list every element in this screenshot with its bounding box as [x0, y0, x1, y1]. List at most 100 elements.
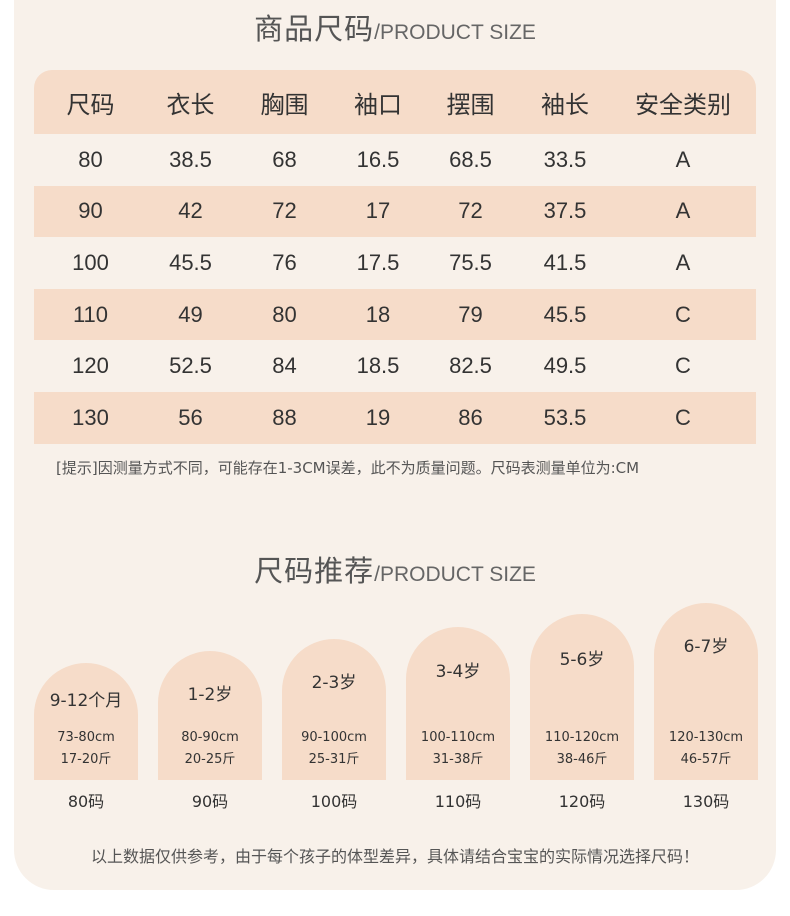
size-recommendation-card: 5-6岁 110-120cm 38-46斤 [530, 614, 634, 780]
height-range: 100-110cm [420, 730, 496, 745]
table-row: 120 52.5 84 18.5 82.5 49.5 C [34, 340, 756, 392]
table-cell: 49.5 [543, 353, 587, 379]
column-header: 摆围 [446, 90, 495, 119]
age-range: 6-7岁 [683, 637, 729, 657]
table-cell: A [675, 146, 691, 172]
column-header: 袖长 [541, 90, 589, 119]
size-recommendation-card: 3-4岁 100-110cm 31-38斤 [406, 627, 510, 780]
size-label: 90码 [191, 792, 229, 811]
table-row: 80 38.5 68 16.5 68.5 33.5 A [34, 134, 756, 186]
table-cell: 84 [272, 353, 297, 379]
table-cell: 41.5 [543, 249, 587, 275]
table-cell: 80 [78, 146, 103, 172]
table-cell: 18.5 [356, 353, 400, 379]
size-table-title: 商品尺码/PRODUCT SIZE [0, 6, 790, 48]
table-cell: 37.5 [543, 198, 587, 224]
table-cell: 53.5 [543, 404, 587, 430]
table-cell: 76 [272, 249, 297, 275]
measurement-note: [提示]因测量方式不同，可能存在1-3CM误差，此不为质量问题。尺码表测量单位为… [56, 459, 640, 477]
column-header: 胸围 [260, 90, 309, 119]
weight-range: 25-31斤 [308, 752, 360, 767]
table-cell: 90 [78, 198, 103, 224]
table-cell: 56 [178, 404, 203, 430]
size-recommendation-card: 1-2岁 80-90cm 20-25斤 [158, 651, 262, 780]
table-cell: 72 [458, 198, 483, 224]
table-cell: 68 [272, 146, 297, 172]
page-card [14, 0, 776, 890]
age-range: 1-2岁 [187, 685, 233, 705]
column-header: 袖口 [354, 90, 402, 119]
table-cell: C [675, 404, 691, 430]
height-range: 120-130cm [668, 730, 744, 745]
table-cell: 42 [178, 198, 203, 224]
table-cell: 88 [272, 404, 297, 430]
table-cell: 38.5 [169, 146, 212, 172]
weight-range: 31-38斤 [432, 752, 484, 767]
table-cell: 45.5 [169, 249, 212, 275]
column-header: 安全类别 [635, 90, 731, 119]
table-cell: 75.5 [449, 249, 492, 275]
age-range: 9-12个月 [49, 691, 123, 711]
size-label: 110码 [434, 792, 482, 811]
size-recommendation-card: 9-12个月 73-80cm 17-20斤 [34, 663, 138, 780]
recommend-title-cn: 尺码推荐 [254, 554, 375, 588]
table-cell: 82.5 [449, 353, 492, 379]
size-table-body: 80 38.5 68 16.5 68.5 33.5 A 90 42 72 17 72 37.5 A 100 4… [34, 134, 756, 444]
height-range: 73-80cm [57, 730, 115, 745]
table-cell: 80 [272, 301, 297, 327]
arch-shape [406, 627, 510, 780]
size-label: 80码 [67, 792, 105, 811]
table-cell: 120 [72, 353, 109, 379]
weight-range: 46-57斤 [680, 752, 732, 767]
height-range: 110-120cm [544, 730, 620, 745]
size-label: 120码 [558, 792, 606, 811]
table-cell: 79 [458, 301, 483, 327]
arch-shape [530, 614, 634, 780]
table-cell: 72 [272, 198, 297, 224]
table-cell: 16.5 [356, 146, 400, 172]
age-range: 2-3岁 [311, 673, 357, 693]
recommend-title-en: /PRODUCT SIZE [374, 563, 536, 586]
size-table-title-cn: 商品尺码 [254, 12, 375, 46]
table-cell: C [675, 301, 691, 327]
size-recommendation-card: 6-7岁 120-130cm 46-57斤 [654, 603, 758, 780]
table-cell: C [675, 353, 691, 379]
table-cell: 130 [72, 404, 109, 430]
table-cell: 86 [458, 404, 483, 430]
table-cell: 100 [72, 249, 109, 275]
size-recommendation-card: 2-3岁 90-100cm 25-31斤 [282, 639, 386, 780]
table-row: 130 56 88 19 86 53.5 C [34, 391, 756, 444]
table-cell: 19 [365, 404, 391, 430]
size-label: 130码 [682, 792, 730, 811]
size-table-title-en: /PRODUCT SIZE [374, 21, 536, 44]
table-cell: 49 [178, 301, 203, 327]
arch-shape [282, 639, 386, 780]
table-cell: 18 [365, 301, 391, 327]
table-cell: 52.5 [169, 353, 212, 379]
table-row: 90 42 72 17 72 37.5 A [34, 185, 756, 238]
recommend-title: 尺码推荐/PRODUCT SIZE [0, 548, 790, 590]
table-cell: 110 [72, 301, 109, 327]
column-header: 尺码 [66, 90, 115, 119]
table-row: 110 49 80 18 79 45.5 C [34, 288, 756, 341]
table-cell: 33.5 [543, 146, 587, 172]
arch-shape [34, 663, 138, 780]
height-range: 80-90cm [181, 730, 239, 745]
weight-range: 17-20斤 [60, 752, 112, 767]
weight-range: 38-46斤 [556, 752, 608, 767]
table-cell: A [675, 198, 691, 224]
arch-shape [654, 603, 758, 780]
table-cell: A [675, 249, 691, 275]
size-table-header: 尺码 衣长 胸围 袖口 摆围 袖长 安全类别 [34, 70, 756, 134]
weight-range: 20-25斤 [184, 752, 236, 767]
table-cell: 68.5 [449, 146, 492, 172]
age-range: 3-4岁 [435, 662, 481, 682]
footer-disclaimer: 以上数据仅供参考，由于每个孩子的体型差异，具体请结合宝宝的实际情况选择尺码！ [90, 847, 699, 866]
age-range: 5-6岁 [559, 650, 605, 670]
table-cell: 17 [365, 198, 391, 224]
arch-shape [158, 651, 262, 780]
table-cell: 45.5 [543, 301, 587, 327]
size-table: 尺码 衣长 胸围 袖口 摆围 袖长 安全类别 80 38.5 68 16.5 68.5 3… [34, 70, 756, 444]
table-row: 100 45.5 76 17.5 75.5 41.5 A [34, 237, 756, 289]
table-cell: 17.5 [356, 249, 400, 275]
